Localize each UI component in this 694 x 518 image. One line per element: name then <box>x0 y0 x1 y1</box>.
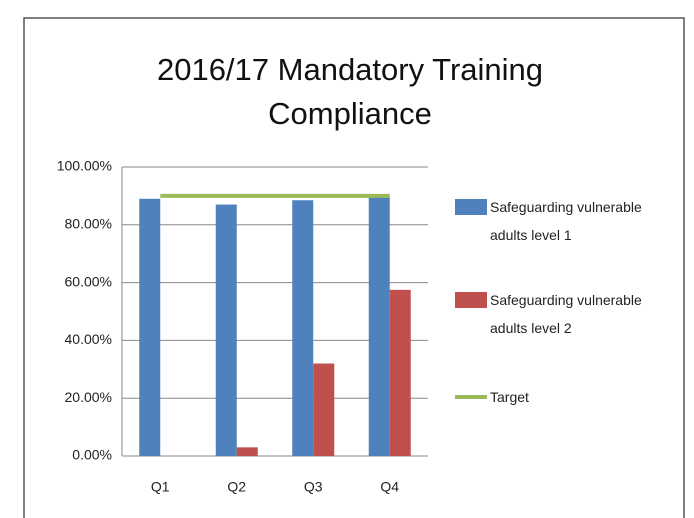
y-tick-label: 40.00% <box>65 331 112 347</box>
y-tick-label: 20.00% <box>65 389 112 405</box>
bar <box>313 363 335 456</box>
bar <box>389 289 411 456</box>
x-tick-label: Q3 <box>304 479 323 495</box>
bar <box>292 200 314 456</box>
bar <box>368 195 390 456</box>
y-tick-label: 60.00% <box>65 273 112 289</box>
y-tick-label: 80.00% <box>65 216 112 232</box>
legend-label: Safeguarding vulnerable adults level 2 <box>490 292 642 336</box>
x-tick-label: Q4 <box>380 479 399 495</box>
legend-label: Safeguarding vulnerable adults level 1 <box>490 199 642 243</box>
y-tick-label: 100.00% <box>57 158 112 174</box>
frame <box>23 17 685 518</box>
bar <box>236 447 258 456</box>
x-tick-label: Q2 <box>227 479 246 495</box>
x-tick-label: Q1 <box>151 479 170 495</box>
y-tick-label: 0.00% <box>72 447 112 463</box>
chart-title: 2016/17 Mandatory Training Compliance <box>156 52 544 131</box>
bar <box>215 204 237 456</box>
legend-swatch <box>455 292 487 308</box>
legend-label: Target <box>490 389 529 405</box>
bar <box>139 198 161 457</box>
legend-swatch <box>455 199 487 215</box>
